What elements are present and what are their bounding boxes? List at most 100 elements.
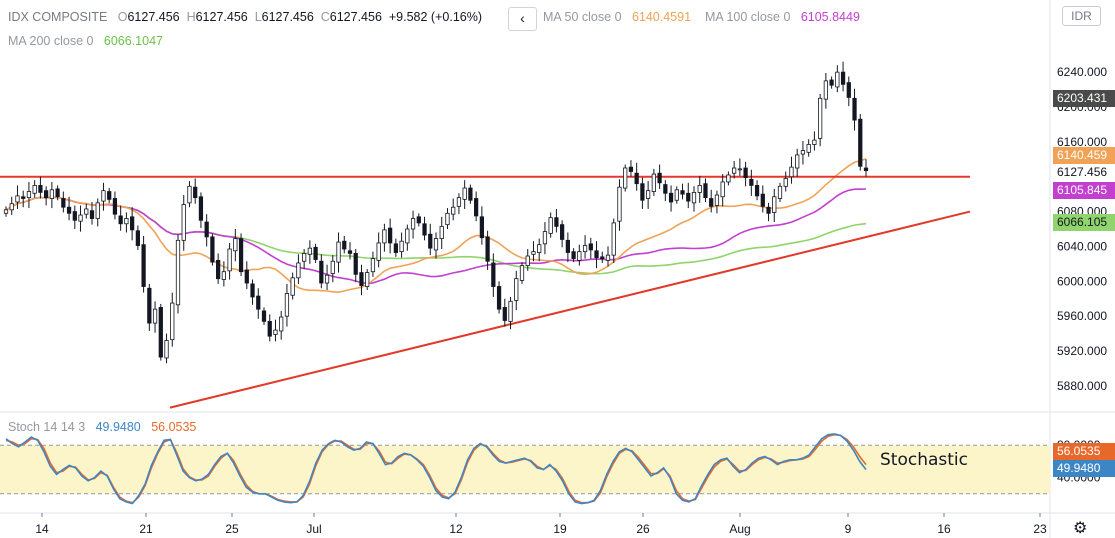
gear-icon[interactable]: ⚙: [1073, 520, 1088, 537]
candle-body: [267, 320, 272, 337]
candle-body: [571, 251, 576, 260]
candle-body: [32, 185, 37, 194]
low-label: L: [254, 10, 262, 24]
candle-body: [646, 190, 651, 199]
candle-body: [198, 196, 204, 221]
ma50-label: MA 50 close 0: [543, 10, 622, 24]
candle-body: [290, 277, 295, 296]
high-value: 6127.456: [195, 10, 248, 24]
candle-body: [26, 191, 32, 199]
candle-body: [44, 190, 49, 199]
candle-body: [66, 206, 72, 214]
candle-body: [210, 236, 215, 263]
candle-body: [686, 192, 691, 202]
candle-body: [760, 193, 765, 207]
candle-body: [531, 251, 536, 255]
candle-body: [691, 191, 697, 204]
candle-body: [651, 173, 656, 192]
candle-body: [89, 210, 95, 219]
candle-body: [858, 118, 863, 167]
candle-body: [823, 80, 828, 100]
collapse-legend-button[interactable]: ‹: [508, 7, 537, 31]
ma100-label: MA 100 close 0: [704, 10, 791, 24]
y-tick-label: 5960.000: [1057, 309, 1107, 323]
currency-button[interactable]: IDR: [1062, 6, 1101, 26]
candle-body: [112, 198, 118, 215]
candle-body: [15, 195, 20, 203]
candle-body: [491, 262, 496, 287]
candle-body: [634, 172, 639, 185]
candle-body: [256, 295, 261, 310]
x-tick-label: Aug: [729, 522, 750, 536]
x-tick-label: 14: [35, 522, 49, 536]
candle-body: [284, 293, 290, 317]
candles-layer: [3, 61, 869, 364]
candle-body: [187, 185, 192, 204]
stoch-layer: [5, 433, 867, 505]
candle-body: [852, 97, 857, 121]
candle-body: [554, 217, 559, 227]
candle-body: [158, 307, 163, 358]
candle-body: [840, 71, 846, 85]
candle-body: [806, 144, 811, 153]
chevron-left-icon: ‹: [520, 10, 525, 26]
candle-body: [428, 233, 433, 249]
candle-body: [49, 189, 54, 199]
candle-body: [250, 283, 255, 298]
candle-body: [393, 243, 398, 253]
candle-body: [376, 242, 381, 261]
candle-body: [582, 245, 588, 253]
candle-body: [749, 178, 754, 186]
candle-body: [118, 215, 123, 225]
candle-body: [525, 255, 530, 266]
candle-body: [560, 224, 565, 240]
x-tick-label: 25: [225, 522, 239, 536]
candle-body: [84, 208, 89, 215]
candle-body: [514, 278, 519, 301]
candle-body: [3, 209, 9, 214]
x-tick-label: 21: [139, 522, 153, 536]
x-tick-label: 9: [845, 522, 852, 536]
candle-body: [542, 231, 548, 245]
candle-body: [628, 166, 634, 172]
candle-body: [273, 329, 278, 335]
candle-body: [175, 239, 181, 306]
candle-body: [777, 185, 783, 199]
candle-body: [388, 227, 393, 244]
candle-body: [410, 218, 416, 230]
stoch-overbought-oversold-band: [0, 445, 1050, 494]
candle-body: [370, 258, 376, 273]
candle-body: [846, 82, 851, 98]
candle-body: [479, 216, 484, 239]
candle-body: [732, 167, 737, 174]
candle-body: [382, 229, 387, 244]
candle-body: [78, 214, 83, 222]
candle-body: [835, 71, 840, 88]
candle-body: [72, 211, 77, 221]
candle-body: [485, 236, 490, 262]
candle-body: [537, 244, 542, 253]
candle-body: [789, 166, 794, 178]
candle-body: [296, 262, 301, 279]
candle-body: [61, 198, 66, 208]
candle-body: [147, 287, 152, 324]
legend-row-1: IDX COMPOSITE O6127.456 H6127.456 L6127.…: [8, 10, 482, 24]
candle-body: [21, 196, 26, 199]
y-tick-label: 6160.000: [1057, 135, 1107, 149]
candle-body: [302, 252, 307, 262]
candle-body: [772, 196, 777, 213]
open-label: O: [117, 10, 128, 24]
change-value: +9.582 (+0.16%): [388, 10, 482, 24]
ma200-value: 6066.1047: [103, 34, 163, 48]
stoch-k-line: [5, 433, 867, 505]
close-label: C: [320, 10, 330, 24]
candle-body: [674, 189, 679, 201]
candle-body: [216, 259, 221, 280]
candle-body: [124, 218, 129, 225]
candle-body: [588, 243, 593, 251]
candle-body: [565, 239, 570, 253]
candle-body: [141, 244, 146, 287]
candle-body: [107, 191, 112, 200]
x-tick-label: 23: [1033, 522, 1047, 536]
